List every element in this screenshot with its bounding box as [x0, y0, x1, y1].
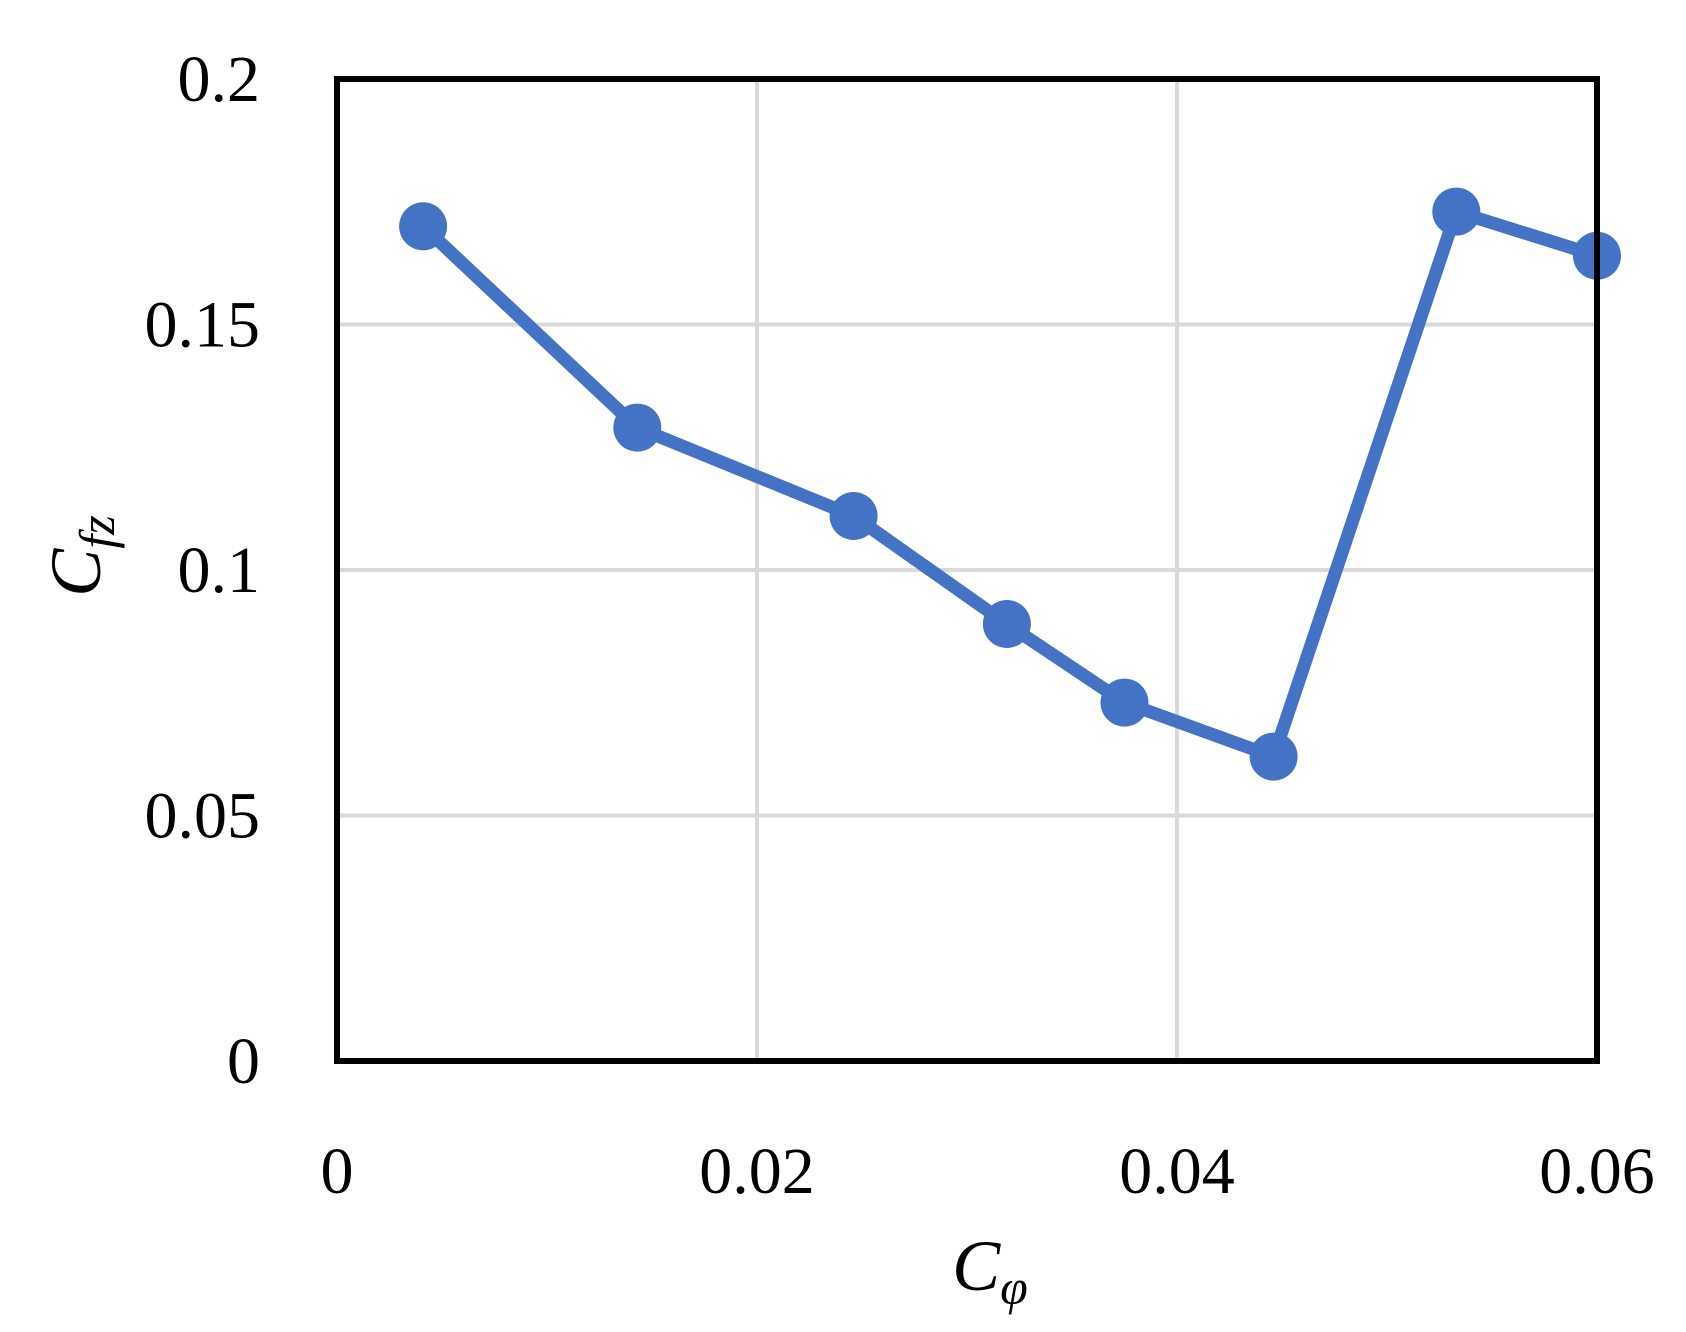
data-point: [399, 202, 448, 251]
data-point: [1432, 187, 1481, 236]
y-tick-label: 0.2: [178, 43, 261, 116]
x-axis-subscript: φ: [1000, 1259, 1028, 1315]
data-point: [613, 403, 662, 452]
data-point: [829, 491, 878, 540]
y-tick-label: 0.15: [145, 289, 261, 362]
series-line: [418, 205, 1599, 764]
y-axis-title: Cfz: [36, 515, 125, 596]
x-axis-symbol: C: [952, 1226, 1001, 1306]
y-axis-subscript: fz: [69, 515, 125, 548]
data-point: [1249, 732, 1298, 781]
y-tick-label: 0.1: [178, 534, 261, 607]
y-axis-symbol: C: [36, 548, 116, 597]
x-tick-label: 0.04: [1119, 1135, 1235, 1208]
data-point: [982, 600, 1031, 649]
data-point: [1100, 678, 1149, 727]
y-tick-label: 0.05: [145, 780, 261, 853]
grid-lines: [337, 79, 1597, 1061]
x-tick-label: 0: [321, 1135, 354, 1208]
series-layer: [399, 187, 1621, 781]
x-tick-label: 0.06: [1539, 1135, 1655, 1208]
y-tick-label: 0: [227, 1025, 260, 1098]
x-tick-label: 0.02: [699, 1135, 815, 1208]
x-tick-labels: 0 0.02 0.04 0.06: [321, 1135, 1655, 1208]
plot-frame: [334, 76, 1600, 1064]
y-tick-labels: 0 0.05 0.1 0.15 0.2: [145, 43, 261, 1098]
x-axis-title: Cφ: [952, 1226, 1028, 1315]
